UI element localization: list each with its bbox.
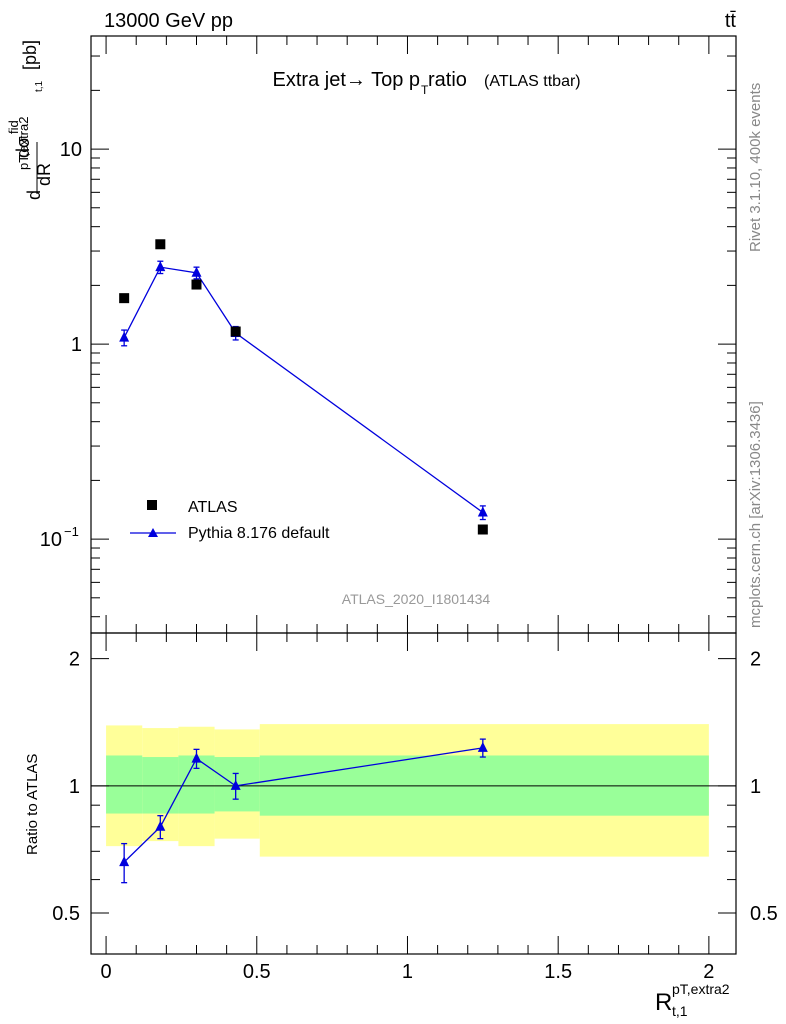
xlabel-main: R xyxy=(655,989,672,1016)
top-ylabel: [pb] pT,extra2 t,1 fid dσ dR d xyxy=(6,40,54,200)
ratio-mc-point xyxy=(155,820,166,831)
top-ylabel-unit: [pb] xyxy=(20,40,40,70)
ratio-ytick-label-right: 2 xyxy=(750,649,761,671)
atlas-point xyxy=(155,239,166,250)
main-ytick-label: 1 xyxy=(71,334,82,356)
mc-series-line xyxy=(123,266,484,513)
atlas-point xyxy=(191,279,202,290)
title-paren: (ATLAS ttbar) xyxy=(484,73,581,90)
energy-label: 13000 GeV pp xyxy=(104,10,233,32)
ratio-ytick-label-right: 0.5 xyxy=(750,903,778,925)
legend-data-label: ATLAS xyxy=(188,499,238,516)
process-label: tt̄ xyxy=(725,10,737,32)
ratio-ytick-label-left: 2 xyxy=(69,649,80,671)
mc-point xyxy=(155,261,166,272)
x-tick-label: 0.5 xyxy=(243,961,271,983)
mc-point xyxy=(119,331,130,342)
x-axis-label: R pT,extra2 t,1 xyxy=(655,981,730,1019)
title-tail: ratio xyxy=(428,69,467,91)
svg-text:Extra jet→ Top p: Extra jet→ Top p xyxy=(273,69,420,91)
title-sub: T xyxy=(421,83,429,97)
ratio-mc-point xyxy=(477,741,488,752)
ratio-band-inner xyxy=(142,757,179,814)
plot-title: Extra jet→ Top p T ratio (ATLAS ttbar) xyxy=(273,69,581,97)
ratio-ytick-label-left: 1 xyxy=(69,776,80,798)
ratio-panel: 0.5 0.5 1 1 2 2 Ratio to ATLAS xyxy=(24,632,778,955)
ratio-mc-point xyxy=(230,779,241,790)
top-ylabel-fid: fid xyxy=(6,120,21,134)
atlas-point xyxy=(230,326,241,337)
atlas-point xyxy=(477,524,488,535)
analysis-id-label: ATLAS_2020_I1801434 xyxy=(342,591,491,607)
x-tick-label: 0 xyxy=(101,961,112,983)
x-axis-ticks: 0 0.5 1 1.5 2 xyxy=(101,961,715,983)
legend-data-marker xyxy=(147,500,157,510)
main-ytick-label: 10 xyxy=(60,139,82,161)
top-ylabel-denom-sub: t,1 xyxy=(34,80,45,92)
legend-mc-marker xyxy=(148,528,158,537)
legend-mc-label: Pythia 8.176 default xyxy=(188,525,330,542)
main-ytick-label-exp: −1 xyxy=(64,524,79,539)
top-ylabel-denom: dR xyxy=(34,163,54,186)
ratio-frame xyxy=(90,632,737,955)
top-ylabel-sub: pT,extra2 xyxy=(16,117,31,170)
x-tick-label: 1 xyxy=(402,961,413,983)
atlas-point xyxy=(119,293,130,304)
main-frame xyxy=(90,35,737,634)
ratio-ytick-label-right: 1 xyxy=(750,776,761,798)
mc-point xyxy=(477,506,488,517)
top-ylabel-main: dσ xyxy=(13,137,33,158)
ratio-mc-point xyxy=(119,856,130,867)
mc-point xyxy=(191,266,202,277)
ratio-ticks: 0.5 0.5 1 1 2 2 xyxy=(52,633,778,955)
ratio-series xyxy=(119,738,488,884)
title-main: Extra jet→ Top p xyxy=(273,69,420,91)
xlabel-sub: t,1 xyxy=(672,1003,688,1019)
ratio-mc-point xyxy=(191,752,202,763)
main-series xyxy=(119,239,488,535)
xlabel-sup: pT,extra2 xyxy=(672,981,730,997)
top-ylabel-d: d xyxy=(24,190,44,200)
ratio-bands xyxy=(106,724,709,857)
side-url-text: mcplots.cern.ch [arXiv:1306.3436] xyxy=(747,401,764,628)
x-tick-label: 1.5 xyxy=(544,961,572,983)
x-tick-label: 2 xyxy=(703,961,714,983)
ratio-band-inner xyxy=(106,755,143,814)
legend: ATLAS Pythia 8.176 default xyxy=(130,499,330,542)
side-version-text: Rivet 3.1.10, 400k events xyxy=(747,83,764,252)
main-ytick-label: 10 xyxy=(40,529,62,551)
ratio-ylabel: Ratio to ATLAS xyxy=(24,754,41,855)
ratio-ytick-label-left: 0.5 xyxy=(52,903,80,925)
